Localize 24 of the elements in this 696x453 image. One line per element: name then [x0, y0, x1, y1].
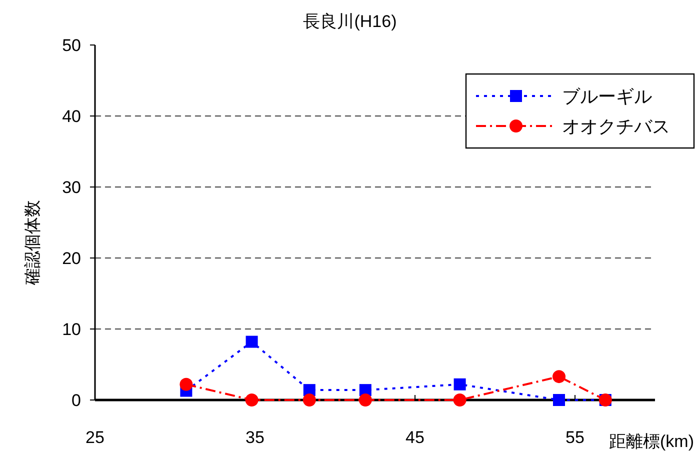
legend-label: オオクチバス	[562, 116, 670, 136]
point	[358, 394, 372, 406]
point	[552, 370, 566, 384]
point	[245, 394, 258, 406]
y-tick-label: 0	[72, 390, 81, 410]
chart-title: 長良川(H16)	[303, 12, 397, 31]
point	[302, 394, 316, 406]
y-tick-label: 40	[62, 106, 81, 126]
y-tick-label: 10	[62, 320, 81, 339]
point	[180, 378, 193, 391]
x-tick-label: 25	[86, 428, 104, 447]
y-tick-label: 30	[62, 178, 81, 197]
x-tick-label: 35	[246, 428, 264, 447]
y-tick-label: 20	[62, 248, 81, 268]
x-tick-label: 55	[566, 428, 584, 447]
point	[453, 394, 466, 406]
x-axis-title: 距離標(km)	[609, 432, 694, 451]
y-axis-title: 確認個体数	[23, 200, 42, 286]
legend-label: ブルーギル	[562, 86, 652, 106]
point	[454, 378, 466, 390]
x-tick-label: 45	[406, 428, 424, 447]
point	[553, 394, 565, 406]
point	[246, 336, 258, 348]
y-tick-label: 50	[62, 36, 81, 55]
